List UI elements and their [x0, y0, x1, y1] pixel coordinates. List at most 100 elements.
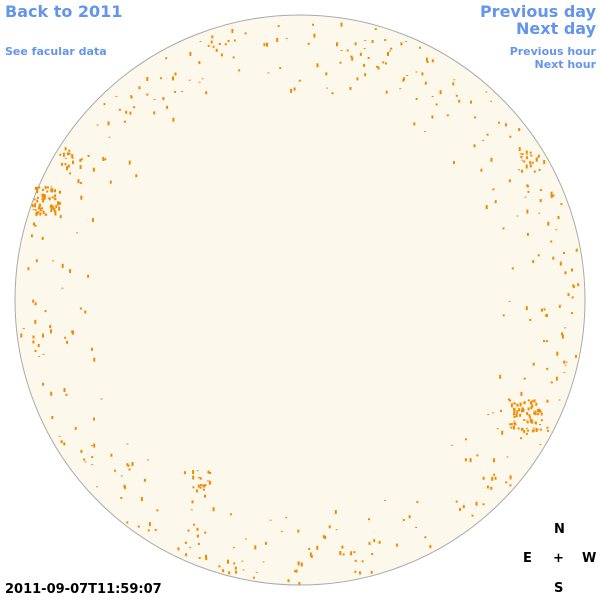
facula: [38, 355, 41, 357]
facula: [33, 222, 35, 226]
facula: [516, 410, 519, 414]
previous-hour-link[interactable]: Previous hour: [509, 45, 596, 58]
facula: [550, 195, 553, 198]
facula: [205, 556, 208, 561]
facula: [209, 472, 212, 474]
facula: [538, 168, 541, 171]
facula: [389, 50, 391, 52]
facula: [147, 529, 150, 532]
facula: [76, 232, 78, 234]
facula: [209, 482, 212, 484]
facular-link[interactable]: See facular data: [5, 45, 107, 58]
facula: [368, 518, 370, 521]
facula: [197, 477, 200, 479]
facula: [514, 403, 517, 405]
facula: [523, 409, 526, 411]
facula: [493, 458, 495, 463]
facula: [543, 308, 546, 311]
facula: [322, 535, 325, 539]
facula: [297, 529, 300, 533]
facula: [162, 97, 165, 101]
facula: [475, 501, 478, 506]
next-day-link[interactable]: Next day: [516, 19, 596, 38]
facula: [508, 179, 511, 183]
facula: [492, 412, 495, 414]
facula: [382, 61, 385, 64]
facula: [513, 413, 516, 416]
facula: [520, 391, 523, 396]
facula: [520, 155, 523, 158]
facula: [41, 198, 44, 201]
facula: [402, 78, 405, 82]
facula: [385, 62, 387, 65]
facula: [349, 87, 352, 90]
facula: [295, 569, 298, 573]
facula: [66, 152, 69, 156]
facula: [59, 190, 61, 194]
facula: [499, 374, 502, 379]
facula: [69, 269, 72, 274]
facula: [148, 522, 151, 527]
facula: [184, 541, 187, 544]
facula: [564, 271, 567, 275]
facula: [546, 399, 549, 403]
facula: [204, 494, 206, 498]
facula: [280, 530, 283, 532]
next-hour-link[interactable]: Next hour: [534, 58, 597, 71]
facula: [404, 40, 407, 42]
facula: [399, 88, 402, 90]
facula: [174, 72, 177, 76]
facula: [533, 412, 535, 415]
facula: [521, 407, 524, 410]
facula: [521, 153, 524, 156]
facula: [501, 430, 504, 435]
facula: [577, 283, 580, 287]
facula: [36, 212, 39, 215]
facula: [537, 154, 540, 158]
facula: [185, 541, 188, 543]
facula: [172, 117, 175, 122]
facula: [563, 252, 565, 254]
facula: [435, 103, 438, 106]
facula: [415, 98, 418, 100]
facula: [201, 78, 204, 80]
facula: [254, 545, 257, 550]
facula: [49, 204, 52, 208]
facula: [471, 514, 474, 517]
facula: [509, 135, 512, 138]
facula: [517, 169, 520, 171]
facula: [84, 461, 87, 463]
facula: [110, 453, 113, 457]
facula: [534, 411, 537, 416]
facula: [316, 63, 319, 68]
back-link[interactable]: Back to 2011: [5, 2, 123, 21]
facula: [359, 52, 362, 56]
facula: [418, 46, 421, 49]
facula: [363, 48, 366, 49]
previous-day-link[interactable]: Previous day: [479, 2, 596, 21]
facula: [356, 77, 359, 81]
facula: [519, 403, 522, 407]
facula: [200, 484, 202, 487]
facula: [153, 111, 156, 115]
facula: [535, 157, 538, 160]
facula: [64, 157, 67, 159]
facula: [530, 402, 533, 405]
facula: [518, 128, 521, 131]
facula: [80, 449, 83, 453]
facula: [154, 528, 157, 531]
facula: [326, 87, 328, 89]
facula: [385, 90, 388, 94]
facula: [233, 39, 236, 42]
facula: [534, 421, 537, 424]
facula: [486, 133, 489, 136]
facula: [48, 197, 51, 201]
facula: [241, 560, 244, 562]
facula: [229, 513, 232, 516]
facula: [421, 72, 424, 76]
facula: [93, 443, 96, 448]
facula: [188, 79, 191, 81]
facula: [42, 333, 44, 338]
facula: [31, 204, 34, 208]
facula: [224, 43, 227, 46]
